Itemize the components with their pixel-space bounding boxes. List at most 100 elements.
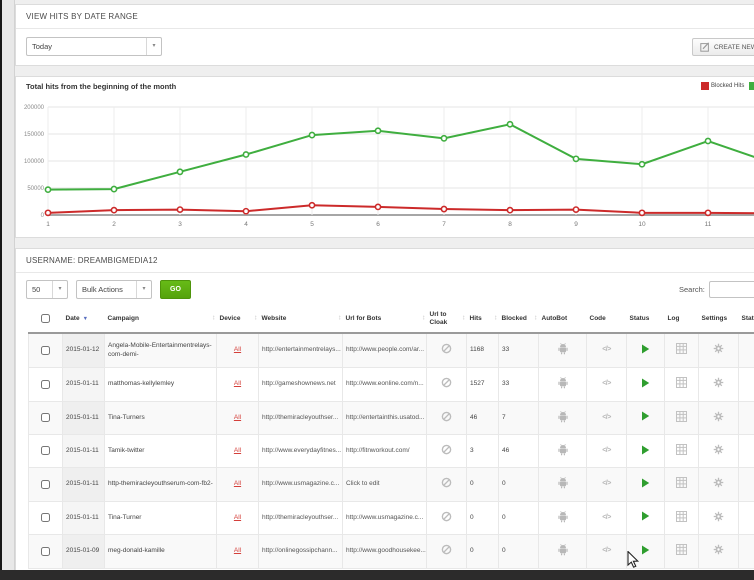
device-all-link[interactable]: All <box>233 480 242 488</box>
row-select-cell <box>28 534 63 569</box>
campaign-cell: Angela-Mobile-Entertainmentrelays-com-de… <box>104 332 217 369</box>
url-for-bots-cell[interactable]: http://www.people.com/ar... <box>342 332 427 369</box>
date-range-panel-title: VIEW HITS BY DATE RANGE <box>16 5 754 29</box>
url-for-bots-cell[interactable]: http://fitnworkout.com/ <box>342 433 427 469</box>
hits-cell: 1168 <box>466 332 499 369</box>
ban-icon[interactable] <box>441 343 452 354</box>
row-checkbox[interactable] <box>41 379 50 389</box>
column-header-website[interactable]: Website ↕ <box>258 306 343 335</box>
gear-icon[interactable] <box>713 411 724 422</box>
svg-text:150000: 150000 <box>24 132 45 138</box>
android-icon[interactable] <box>557 510 569 523</box>
bulk-actions-select[interactable]: Bulk Actions ▾ <box>76 280 152 299</box>
play-icon[interactable] <box>641 344 650 354</box>
autobot-cell <box>538 467 587 502</box>
android-icon[interactable] <box>557 410 569 423</box>
column-label: Campaign <box>107 315 139 323</box>
row-checkbox[interactable] <box>41 345 50 355</box>
website-cell: http://www.usmagazine.c... <box>258 467 343 502</box>
sort-toggle-icon: ↕ <box>212 314 216 322</box>
column-header-url-for-bots[interactable]: Url for Bots ↕ <box>342 306 427 335</box>
date-range-panel: VIEW HITS BY DATE RANGE Today ▾ CREATE N… <box>15 4 754 66</box>
table-row: 2015-01-11 http-themiracleyouthserum-com-… <box>28 467 754 502</box>
gear-icon[interactable] <box>713 544 724 555</box>
log-grid-icon[interactable] <box>676 343 687 355</box>
url-for-bots-cell[interactable]: http://www.usmagazine.c... <box>342 500 427 536</box>
gear-icon[interactable] <box>713 343 724 354</box>
android-icon[interactable] <box>557 543 569 556</box>
ban-icon[interactable] <box>441 377 452 388</box>
play-icon[interactable] <box>641 411 650 421</box>
url-for-bots-cell[interactable]: Click to edit <box>342 467 427 502</box>
autobot-cell <box>538 534 587 569</box>
create-new-campaign-button[interactable]: CREATE NEW CAMPAIGN <box>692 38 754 56</box>
android-icon[interactable] <box>557 376 569 389</box>
stats-cell <box>738 400 754 436</box>
status-cell <box>626 400 665 436</box>
play-icon[interactable] <box>641 545 650 555</box>
date-range-select[interactable]: Today ▾ <box>26 37 162 56</box>
android-icon[interactable] <box>557 342 569 355</box>
device-all-link[interactable]: All <box>233 447 242 454</box>
log-grid-icon[interactable] <box>676 410 687 422</box>
select-all-checkbox[interactable] <box>41 314 50 324</box>
log-cell <box>664 500 699 536</box>
log-grid-icon[interactable] <box>676 510 687 522</box>
settings-cell <box>698 500 739 536</box>
campaign-table-panel: USERNAME: DREAMBIGMEDIA12 50 ▾ Bulk Acti… <box>15 248 754 574</box>
autobot-cell <box>538 367 587 402</box>
gear-icon[interactable] <box>713 477 724 488</box>
campaigns-table: Date ▼ Campaign ↕ Device ↕ Website ↕ Url for Bot… <box>28 306 754 569</box>
play-icon[interactable] <box>641 511 650 521</box>
legend-item-visitor: Visitor Hits <box>749 82 754 90</box>
column-label: Log <box>667 315 680 323</box>
search-input[interactable] <box>708 281 754 298</box>
column-header-url-to-cloak[interactable]: Url to Cloak ↕ <box>426 306 467 335</box>
ban-icon[interactable] <box>441 544 452 555</box>
date-cell: 2015-01-11 <box>62 467 105 502</box>
log-grid-icon[interactable] <box>676 444 687 455</box>
column-header-blocked[interactable]: Blocked ↕ <box>498 306 539 335</box>
device-all-link[interactable]: All <box>233 513 242 521</box>
column-header-device[interactable]: Device ↕ <box>216 306 259 335</box>
page-size-select[interactable]: 50 ▾ <box>26 280 68 299</box>
url-for-bots-cell[interactable]: http://entertainthis.usatod... <box>342 400 427 436</box>
device-all-link[interactable]: All <box>233 380 242 388</box>
row-checkbox[interactable] <box>41 412 50 422</box>
gear-icon[interactable] <box>713 444 724 455</box>
sort-desc-icon: ▼ <box>82 316 89 323</box>
ban-icon[interactable] <box>441 477 452 488</box>
svg-text:100000: 100000 <box>24 159 45 165</box>
device-all-link[interactable]: All <box>233 413 242 421</box>
device-all-link[interactable]: All <box>233 346 242 354</box>
column-header-hits[interactable]: Hits ↕ <box>466 306 499 335</box>
gear-icon[interactable] <box>713 377 724 388</box>
row-checkbox[interactable] <box>41 546 50 556</box>
play-icon[interactable] <box>641 378 650 388</box>
ban-icon[interactable] <box>441 411 452 422</box>
log-grid-icon[interactable] <box>676 544 687 556</box>
column-header-date[interactable]: Date ▼ <box>62 306 105 335</box>
go-button[interactable]: GO <box>160 280 191 299</box>
gear-icon[interactable] <box>713 511 724 522</box>
column-header-code: Code <box>586 306 627 335</box>
play-icon[interactable] <box>641 478 650 488</box>
device-all-link[interactable]: All <box>233 547 242 555</box>
ban-icon[interactable] <box>441 511 452 522</box>
row-checkbox[interactable] <box>41 446 50 456</box>
legend-swatch-visitor-hits <box>749 82 754 90</box>
log-grid-icon[interactable] <box>676 377 687 389</box>
android-icon[interactable] <box>557 476 569 489</box>
android-icon[interactable] <box>557 443 569 456</box>
collapsed-sidebar-strip <box>2 0 15 580</box>
search-container: Search: <box>679 281 754 298</box>
sort-toggle-icon: ↕ <box>338 314 342 322</box>
ban-icon[interactable] <box>441 444 452 455</box>
play-icon[interactable] <box>641 445 650 455</box>
log-grid-icon[interactable] <box>676 477 687 489</box>
column-header-campaign[interactable]: Campaign ↕ <box>104 306 217 335</box>
url-for-bots-cell[interactable]: http://www.eonline.com/n... <box>342 367 427 402</box>
row-checkbox[interactable] <box>41 513 50 523</box>
url-for-bots-cell[interactable]: http://www.goodhousekee... <box>342 534 427 569</box>
row-checkbox[interactable] <box>41 479 50 489</box>
